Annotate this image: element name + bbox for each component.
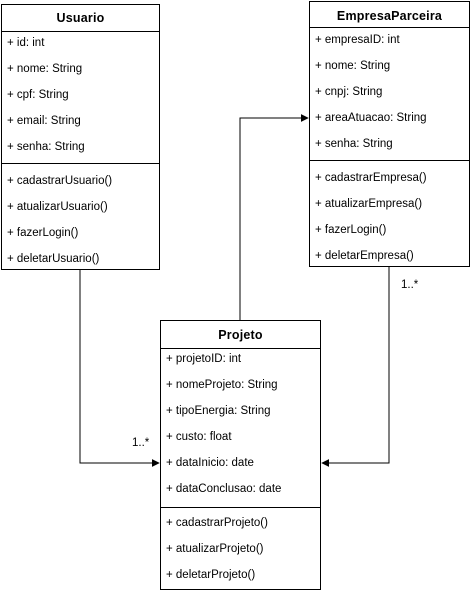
usuario-projeto-link: [79, 270, 160, 467]
empresa-multiplicity: 1..*: [401, 279, 419, 291]
projeto-attribute: + nomeProjeto: String: [166, 379, 278, 391]
projeto-attribute: + dataConclusao: date: [166, 483, 282, 495]
usuario-method: + atualizarUsuario(): [7, 201, 108, 213]
usuario-attribute: + email: String: [7, 115, 81, 127]
projeto-method: + cadastrarProjeto(): [166, 517, 268, 529]
projeto-attribute: + projetoID: int: [166, 353, 242, 365]
usuario-method: + cadastrarUsuario(): [7, 175, 113, 187]
empresa-attribute: + senha: String: [315, 138, 393, 150]
projeto-divider: [161, 507, 320, 508]
empresa-method: + atualizarEmpresa(): [315, 198, 423, 210]
class-empresa-parceira[interactable]: EmpresaParceira + empresaID: int + nome:…: [309, 1, 470, 267]
empresa-attribute: + nome: String: [315, 60, 391, 72]
class-usuario[interactable]: Usuario + id: int + nome: String + cpf: …: [1, 4, 160, 270]
usuario-attribute: + nome: String: [7, 63, 83, 75]
empresa-divider: [310, 160, 469, 161]
projeto-empresa-link: [239, 114, 309, 320]
usuario-method: + fazerLogin(): [7, 227, 79, 239]
projeto-attribute: + tipoEnergia: String: [166, 405, 271, 417]
usuario-method: + deletarUsuario(): [7, 253, 100, 265]
class-projeto-title: Projeto: [161, 321, 320, 349]
usuario-multiplicity: 1..*: [132, 437, 150, 449]
empresa-attribute: + cnpj: String: [315, 86, 383, 98]
empresa-method: + cadastrarEmpresa(): [315, 172, 427, 184]
empresa-projeto-link: [321, 267, 390, 467]
empresa-attribute: + empresaID: int: [315, 34, 400, 46]
projeto-attribute: + custo: float: [166, 431, 232, 443]
usuario-divider: [2, 163, 159, 164]
projeto-attribute: + dataInicio: date: [166, 457, 254, 469]
usuario-attribute: + senha: String: [7, 141, 85, 153]
empresa-method: + fazerLogin(): [315, 224, 387, 236]
usuario-attribute: + cpf: String: [7, 89, 69, 101]
class-projeto[interactable]: Projeto + projetoID: int + nomeProjeto: …: [160, 320, 321, 590]
empresa-method: + deletarEmpresa(): [315, 250, 414, 262]
empresa-attribute: + areaAtuacao: String: [315, 112, 427, 124]
projeto-method: + deletarProjeto(): [166, 569, 256, 581]
projeto-method: + atualizarProjeto(): [166, 543, 264, 555]
class-empresa-title: EmpresaParceira: [310, 2, 469, 28]
usuario-attribute: + id: int: [7, 37, 45, 49]
class-usuario-title: Usuario: [2, 5, 159, 32]
